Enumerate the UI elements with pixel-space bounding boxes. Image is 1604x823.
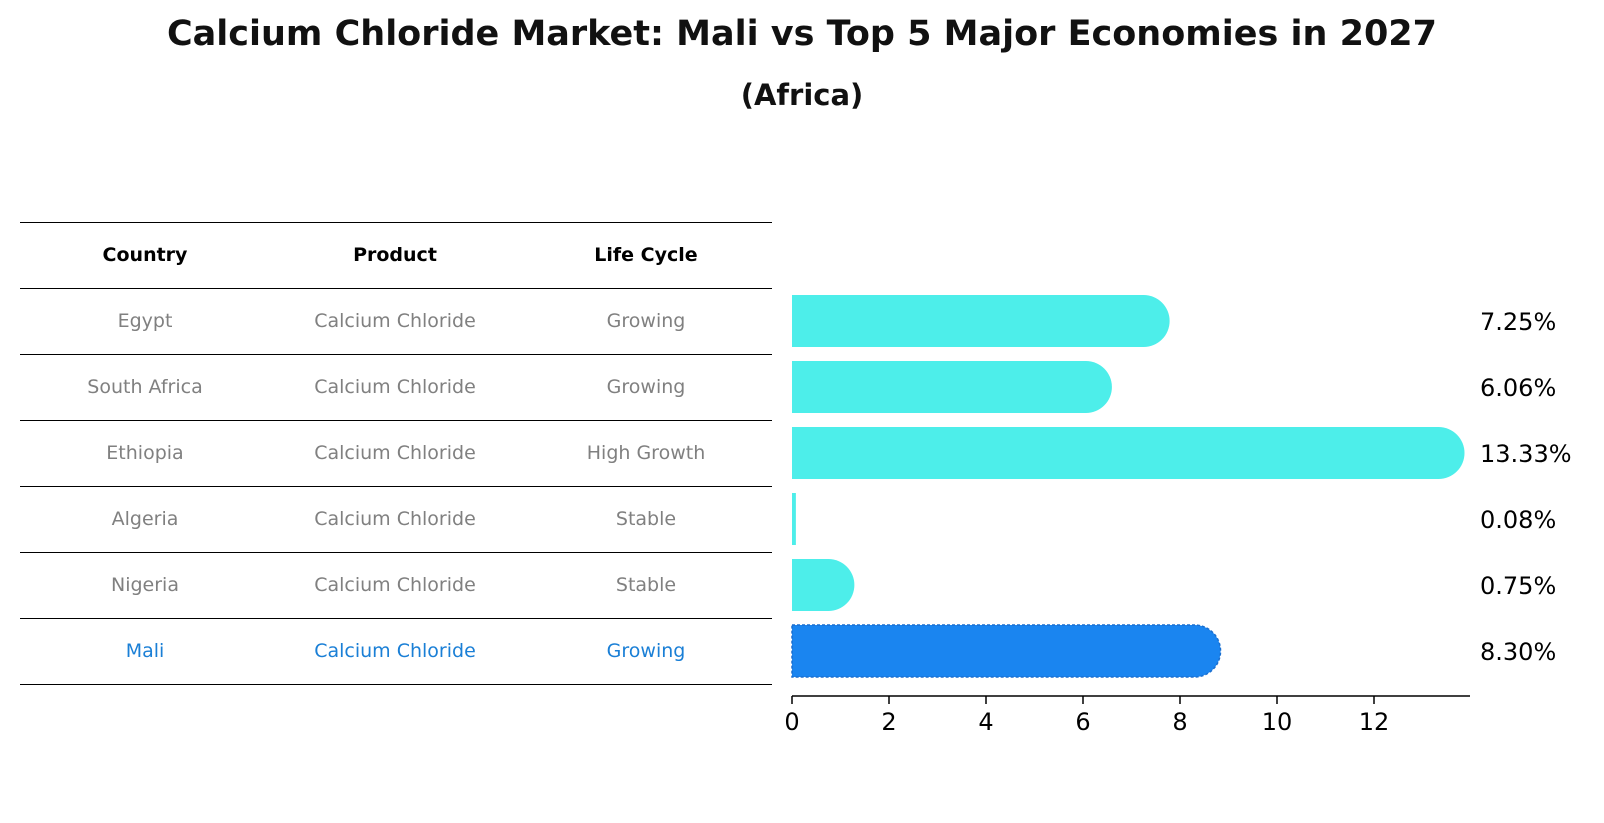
table-row: South Africa Calcium Chloride Growing xyxy=(20,354,772,420)
column-header-life-cycle: Life Cycle xyxy=(594,244,698,266)
cell-life-cycle: Growing xyxy=(606,310,686,332)
cell-life-cycle: Growing xyxy=(606,376,686,398)
table-rule xyxy=(20,354,772,355)
table-row: Ethiopia Calcium Chloride High Growth xyxy=(20,420,772,486)
table-rule xyxy=(20,552,772,553)
chart-subtitle: (Africa) xyxy=(740,78,864,112)
value-label-mali: 8.30% xyxy=(1480,638,1556,666)
bar-nigeria xyxy=(792,559,855,611)
x-tick-label: 6 xyxy=(1075,708,1090,736)
cell-product: Calcium Chloride xyxy=(314,574,476,596)
column-header-country: Country xyxy=(102,244,188,266)
x-tick-label: 2 xyxy=(881,708,896,736)
cell-life-cycle: Growing xyxy=(606,640,686,662)
cell-country: Algeria xyxy=(111,508,179,530)
bar-south-africa xyxy=(792,361,1112,413)
cell-country: Nigeria xyxy=(111,574,179,596)
cell-product: Calcium Chloride xyxy=(314,508,476,530)
table-rule xyxy=(20,684,772,685)
cell-life-cycle: Stable xyxy=(615,508,677,530)
table-row-highlight: Mali Calcium Chloride Growing xyxy=(20,618,772,684)
bar-mali xyxy=(791,624,1222,678)
x-tick-label: 8 xyxy=(1172,708,1187,736)
table-row: Algeria Calcium Chloride Stable xyxy=(20,486,772,552)
table-rule xyxy=(20,288,772,289)
cell-country: Mali xyxy=(125,640,165,662)
x-tick-label: 10 xyxy=(1262,708,1293,736)
table-rule xyxy=(20,618,772,619)
value-label-nigeria: 0.75% xyxy=(1480,572,1556,600)
table-header-row: Country Product Life Cycle xyxy=(20,222,772,288)
value-label-egypt: 7.25% xyxy=(1480,308,1556,336)
table-row: Egypt Calcium Chloride Growing xyxy=(20,288,772,354)
column-header-product: Product xyxy=(353,244,437,266)
table-rule xyxy=(20,222,772,223)
table-rule xyxy=(20,486,772,487)
x-tick-label: 12 xyxy=(1359,708,1390,736)
cell-product: Calcium Chloride xyxy=(314,310,476,332)
value-label-south-africa: 6.06% xyxy=(1480,374,1556,402)
cell-country: South Africa xyxy=(87,376,203,398)
x-tick-label: 0 xyxy=(784,708,799,736)
value-label-algeria: 0.08% xyxy=(1480,506,1556,534)
table-rule xyxy=(20,420,772,421)
chart-title: Calcium Chloride Market: Mali vs Top 5 M… xyxy=(166,14,1438,54)
cell-life-cycle: Stable xyxy=(615,574,677,596)
cell-country: Ethiopia xyxy=(106,442,184,464)
bar-ethiopia xyxy=(792,427,1465,479)
cell-country: Egypt xyxy=(117,310,173,332)
cell-product: Calcium Chloride xyxy=(314,442,476,464)
cell-product: Calcium Chloride xyxy=(314,376,476,398)
bar-egypt xyxy=(792,295,1170,347)
table-row: Nigeria Calcium Chloride Stable xyxy=(20,552,772,618)
value-label-ethiopia: 13.33% xyxy=(1480,440,1572,468)
cell-product: Calcium Chloride xyxy=(314,640,476,662)
bar-algeria xyxy=(792,493,796,545)
x-tick-label: 4 xyxy=(978,708,993,736)
cell-life-cycle: High Growth xyxy=(586,442,706,464)
